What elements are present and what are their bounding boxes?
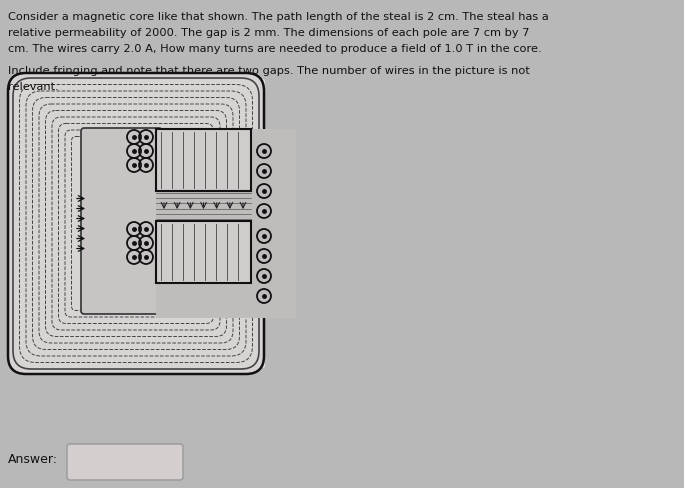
Text: Answer:: Answer: <box>8 452 58 465</box>
Bar <box>156 130 251 192</box>
Text: Consider a magnetic core like that shown. The path length of the steal is 2 cm. : Consider a magnetic core like that shown… <box>8 12 549 22</box>
Text: Include fringing and note that there are two gaps. The number of wires in the pi: Include fringing and note that there are… <box>8 66 530 76</box>
Text: relative permeability of 2000. The gap is 2 mm. The dimensions of each pole are : relative permeability of 2000. The gap i… <box>8 28 529 38</box>
FancyBboxPatch shape <box>8 74 264 374</box>
FancyBboxPatch shape <box>81 129 162 314</box>
Text: relevant.: relevant. <box>8 82 59 92</box>
Text: cm. The wires carry 2.0 A, How many turns are needed to produce a field of 1.0 T: cm. The wires carry 2.0 A, How many turn… <box>8 44 542 54</box>
FancyBboxPatch shape <box>67 444 183 480</box>
FancyBboxPatch shape <box>16 80 265 368</box>
Bar <box>156 130 296 318</box>
Bar <box>156 222 251 284</box>
